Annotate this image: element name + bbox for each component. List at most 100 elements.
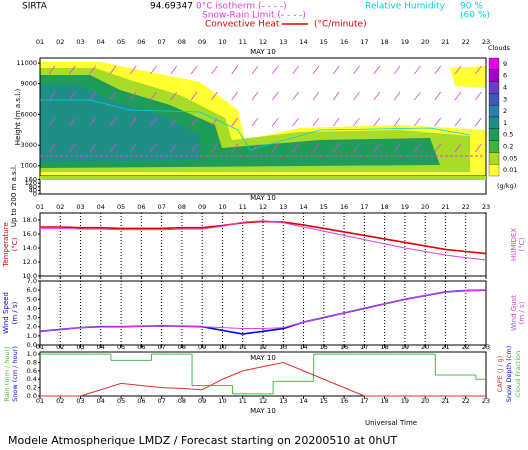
x-tick-label: 02 <box>56 397 64 405</box>
y-tick-label: 11000 <box>16 59 37 67</box>
wind-arrow <box>150 65 157 75</box>
colorbar-label: 0.5 <box>503 131 513 139</box>
footer: Modele Atmospherique LMDZ / Forecast sta… <box>8 434 397 447</box>
colorbar-cell <box>488 152 500 165</box>
x-tick-label: 10 <box>218 203 226 211</box>
date: MAY 10 <box>250 194 276 202</box>
x-tick-label: 20 <box>421 203 429 211</box>
x-tick-label: 19 <box>401 343 409 351</box>
wind-arrow <box>373 91 381 101</box>
x-tick-label: 17 <box>360 203 368 211</box>
y-tick-label: 120 <box>25 179 37 187</box>
colorbar-title: Clouds <box>488 44 511 52</box>
x-tick-label: 11 <box>239 397 247 405</box>
colorbar-cell <box>488 116 500 129</box>
x-tick-label: 08 <box>178 38 186 46</box>
wind-arrow <box>190 117 198 127</box>
axis-label: CAPE (J / g) <box>496 356 504 393</box>
wind-arrow <box>271 117 279 127</box>
y-tick-label: 7.0 <box>27 277 37 285</box>
wind-arrow <box>271 143 279 153</box>
wind-arrow <box>211 91 218 101</box>
snow-rain-legend: Snow-Rain Limit (- - - -) <box>202 11 306 21</box>
cloud-field <box>40 62 486 175</box>
colorbar-cell <box>488 93 500 106</box>
x-tick-label: 01 <box>36 343 44 351</box>
wind-arrow <box>89 117 96 127</box>
colorbar-label: 2 <box>503 107 507 115</box>
colorbar-cell <box>488 164 500 177</box>
rh-legend: Relative Humidity <box>365 2 446 12</box>
x-tick-label: 14 <box>299 343 307 351</box>
date: MAY 10 <box>250 48 276 56</box>
wind-arrow <box>170 117 178 127</box>
wind-arrow <box>332 65 340 75</box>
wind-arrow <box>373 143 381 153</box>
x-tick-label: 15 <box>320 203 328 211</box>
x-tick-label: 16 <box>340 397 348 405</box>
x-tick-label: 02 <box>56 38 64 46</box>
wind-arrow <box>292 143 299 153</box>
y-tick-label: 160 <box>25 176 37 184</box>
wind-arrow <box>312 65 320 75</box>
y-tick-label: 0.2 <box>27 384 37 392</box>
wind-arrow <box>68 117 76 127</box>
x-tick-label: 13 <box>279 203 287 211</box>
wind-arrow <box>48 117 56 127</box>
y-tick-label: 4.0 <box>27 304 37 312</box>
y-tick-label: 0.0 <box>27 392 37 400</box>
wind-arrow <box>292 91 299 101</box>
colorbar-label: 0.2 <box>503 143 513 151</box>
x-tick-label: 20 <box>421 343 429 351</box>
x-tick-label: 13 <box>279 343 287 351</box>
colorbar-label: 9 <box>503 60 507 68</box>
x-tick-label: 20 <box>421 38 429 46</box>
x-tick-label: 21 <box>441 203 449 211</box>
x-tick-label: 21 <box>441 343 449 351</box>
wind-arrow <box>211 65 218 75</box>
x-tick-label: 06 <box>137 203 145 211</box>
axis-label: Wind Gust <box>510 295 518 331</box>
x-tick-label: 23 <box>482 343 490 351</box>
rh-low: (60 %) <box>460 11 490 21</box>
x-tick-label: 19 <box>401 203 409 211</box>
x-tick-label: 08 <box>178 203 186 211</box>
wind-arrow <box>373 117 381 127</box>
colorbar-cell <box>488 81 500 94</box>
y-tick-label: 10.0 <box>23 272 37 280</box>
x-tick-label: 20 <box>421 397 429 405</box>
x-tick-label: 01 <box>36 38 44 46</box>
wind-arrow <box>312 143 320 153</box>
wind-arrow <box>251 143 259 153</box>
wind-arrow <box>414 117 421 127</box>
wind-arrow <box>393 117 401 127</box>
wind-arrow <box>353 65 360 75</box>
wind-arrow <box>251 91 259 101</box>
x-tick-label: 19 <box>401 38 409 46</box>
y-tick-label: 14.0 <box>23 244 37 252</box>
x-tick-label: 09 <box>198 38 206 46</box>
x-tick-label: 12 <box>259 397 267 405</box>
x-tick-label: 22 <box>462 203 470 211</box>
x-tick-label: 05 <box>117 203 125 211</box>
x-tick-label: 22 <box>462 397 470 405</box>
rh-high: 90 % <box>460 2 483 12</box>
wind-arrow <box>414 143 421 153</box>
y-tick-label: 9000 <box>20 80 37 88</box>
axis-unit: (°C) <box>518 237 526 251</box>
colorbar-cell <box>488 57 500 70</box>
x-tick-label: 17 <box>360 343 368 351</box>
date: MAY 10 <box>250 407 276 415</box>
x-tick-label: 08 <box>178 343 186 351</box>
colorbar-label: 0.01 <box>503 166 517 174</box>
wind-arrow <box>292 117 299 127</box>
axis-label: Rain (mm / hour) <box>3 346 11 401</box>
x-tick-label: 18 <box>380 397 388 405</box>
wind-arrow <box>89 65 96 75</box>
x-tick-label: 21 <box>441 397 449 405</box>
x-tick-label: 01 <box>36 397 44 405</box>
wind-arrow <box>434 143 442 153</box>
wind-arrow <box>454 65 462 75</box>
colorbar-cell <box>488 140 500 153</box>
wind-arrow <box>48 91 56 101</box>
